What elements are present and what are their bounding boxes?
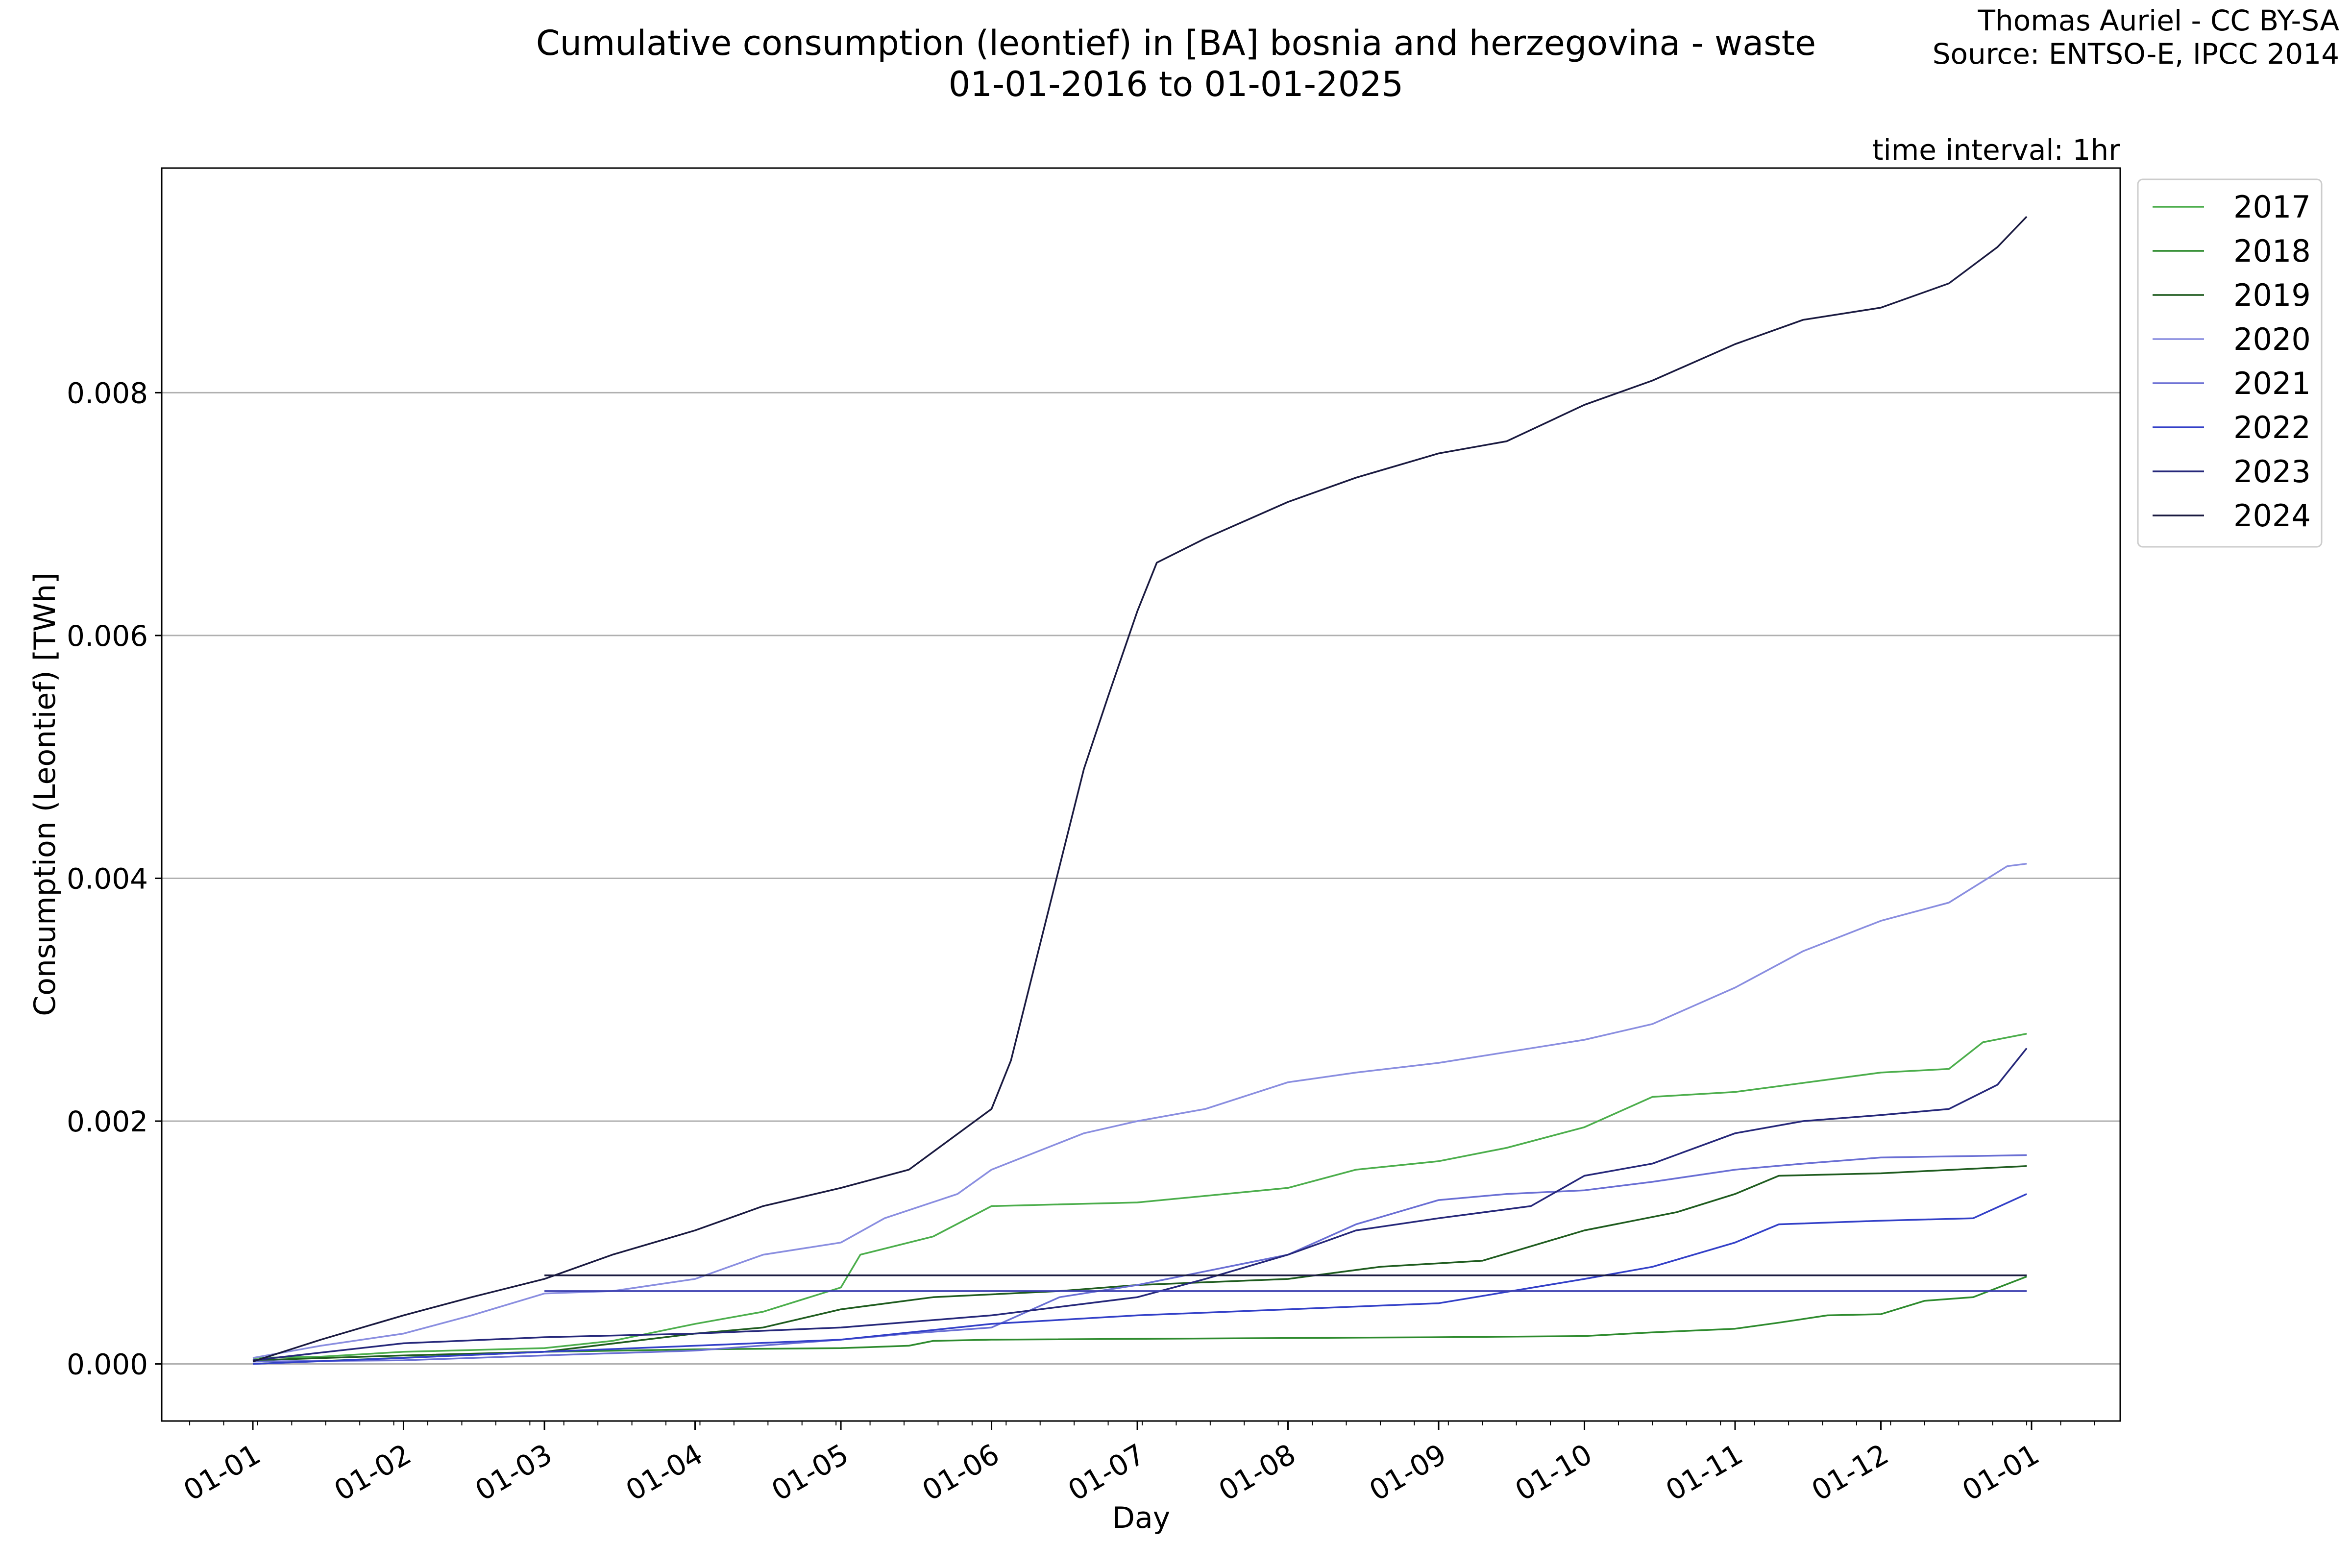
legend-label-2023: 2023	[2233, 454, 2311, 490]
series-line-2017	[252, 1032, 2027, 1359]
gridlines	[162, 392, 2120, 1365]
legend-label-2020: 2020	[2233, 321, 2311, 357]
series-line-2024	[252, 216, 2028, 1363]
chart-title-line1: Cumulative consumption (leontief) in [BA…	[536, 23, 1816, 63]
series-layer	[252, 216, 2028, 1365]
x-tick-label: 01-07	[1062, 1437, 1151, 1507]
y-tick-label: 0.000	[67, 1348, 148, 1381]
x-tick-label: 01-08	[1213, 1437, 1301, 1507]
legend-label-2019: 2019	[2233, 277, 2311, 313]
series-line-2020	[252, 862, 2027, 1359]
y-axis-label: Consumption (Leontief) [TWh]	[28, 572, 62, 1016]
x-axis-label: Day	[1112, 1501, 1170, 1535]
x-tick-label: 01-12	[1806, 1437, 1894, 1507]
x-tick-label: 01-01	[1957, 1437, 2045, 1507]
legend: 2017 2018 2019 2020 2021 2022 2023 2024	[2137, 178, 2323, 548]
series-line-2021	[252, 1154, 2027, 1363]
x-tick-label: 01-01	[178, 1437, 266, 1507]
chart-title-line2: 01-01-2016 to 01-01-2025	[949, 64, 1403, 104]
series-line-2023	[252, 1048, 2028, 1361]
credit-line1: Thomas Auriel - CC BY-SA	[1978, 4, 2340, 37]
y-tick-label: 0.008	[67, 376, 148, 410]
x-tick-label: 01-09	[1364, 1437, 1452, 1507]
legend-label-2021: 2021	[2233, 366, 2311, 401]
plot-area	[161, 167, 2121, 1422]
legend-label-2017: 2017	[2233, 189, 2311, 225]
series-line-2019	[252, 1165, 2027, 1361]
y-tick-label: 0.006	[67, 619, 148, 653]
time-interval-annotation: time interval: 1hr	[1872, 133, 2120, 167]
legend-label-2018: 2018	[2233, 233, 2311, 269]
x-tick-label: 01-05	[766, 1437, 854, 1507]
x-tick-label: 01-04	[620, 1437, 709, 1507]
credit-line2: Source: ENTSO-E, IPCC 2014	[1933, 37, 2339, 71]
x-tick-label: 01-03	[469, 1437, 558, 1507]
x-tick-label: 01-10	[1510, 1437, 1598, 1507]
legend-box	[2137, 178, 2323, 548]
legend-label-2022: 2022	[2233, 410, 2311, 445]
legend-label-2024: 2024	[2233, 498, 2311, 534]
x-tick-label: 01-02	[328, 1437, 416, 1507]
x-axis: 01-01 01-02 01-03 01-04 01-05 01-06 01-07 01-08…	[178, 1421, 2095, 1507]
series-line-2022	[252, 1193, 2027, 1365]
y-axis: 0.000 0.002 0.004 0.006 0.008	[67, 376, 162, 1381]
x-tick-label: 01-11	[1660, 1437, 1748, 1507]
y-tick-label: 0.004	[67, 862, 148, 895]
y-tick-label: 0.002	[67, 1105, 148, 1138]
x-tick-label: 01-06	[917, 1437, 1005, 1507]
series-line-2018	[252, 1275, 2027, 1365]
